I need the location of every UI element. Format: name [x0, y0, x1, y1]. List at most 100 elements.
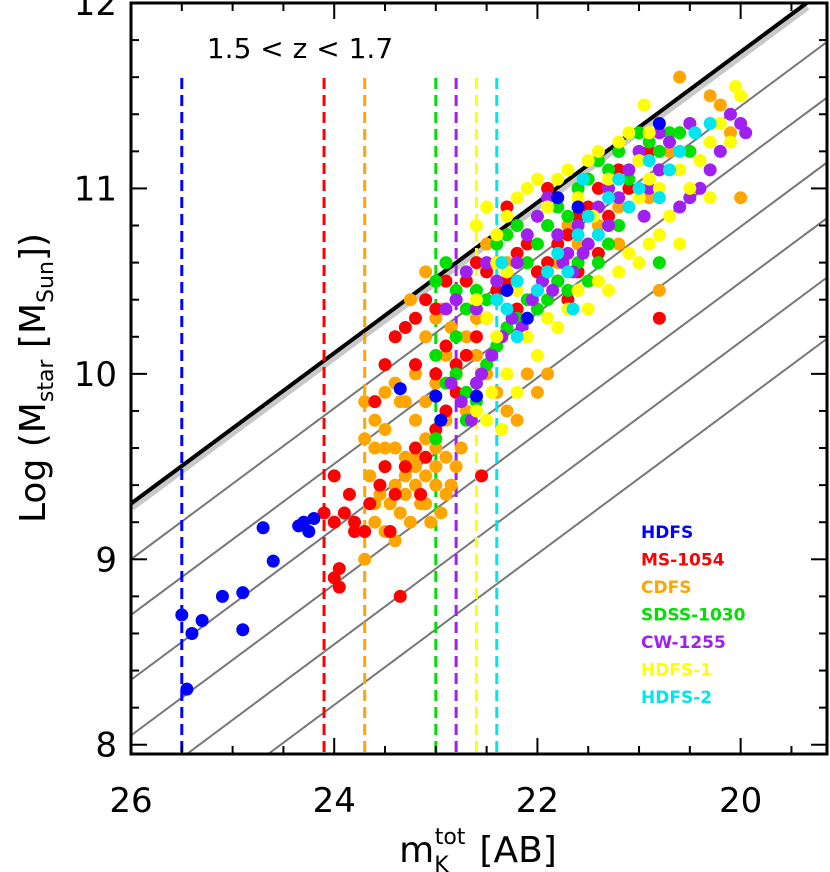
point-hdfs — [500, 283, 514, 297]
point-hdfs-1 — [632, 154, 646, 168]
point-hdfs-1 — [723, 135, 737, 149]
point-hdfs-1 — [729, 79, 743, 93]
y-tick-label: 8 — [95, 726, 117, 766]
point-cdfs — [358, 552, 372, 566]
point-sdss-1030 — [459, 302, 473, 316]
point-cdfs — [393, 506, 407, 520]
point-cdfs — [368, 413, 382, 427]
point-cdfs — [408, 460, 422, 474]
point-hdfs-2 — [551, 246, 565, 260]
point-cw-1255 — [541, 191, 555, 205]
point-ms-1054 — [342, 487, 356, 501]
point-ms-1054 — [317, 506, 331, 520]
point-cw-1255 — [713, 144, 727, 158]
y-axis-title-sub1: star — [34, 359, 59, 403]
point-sdss-1030 — [581, 274, 595, 288]
point-sdss-1030 — [652, 256, 666, 270]
point-cdfs — [673, 70, 687, 84]
point-hdfs-1 — [581, 154, 595, 168]
point-ms-1054 — [475, 469, 489, 483]
point-sdss-1030 — [622, 172, 636, 186]
point-hdfs-1 — [622, 126, 636, 140]
redshift-annotation: 1.5 < z < 1.7 — [207, 32, 393, 65]
point-hdfs-2 — [510, 330, 524, 344]
point-hdfs-1 — [642, 237, 656, 251]
point-sdss-1030 — [500, 228, 514, 242]
point-hdfs-1 — [571, 283, 585, 297]
point-cw-1255 — [652, 126, 666, 140]
max-ml-line-shadow — [131, 3, 810, 511]
point-sdss-1030 — [642, 135, 656, 149]
point-ms-1054 — [520, 237, 534, 251]
point-cw-1255 — [602, 219, 616, 233]
plot-frame — [129, 1, 829, 756]
point-hdfs-2 — [566, 302, 580, 316]
point-ms-1054 — [642, 144, 656, 158]
point-ms-1054 — [388, 487, 402, 501]
point-cw-1255 — [652, 163, 666, 177]
point-hdfs-2 — [541, 265, 555, 279]
point-ms-1054 — [368, 395, 382, 409]
point-ms-1054 — [500, 274, 514, 288]
x-axis-title: mKtot [AB] — [399, 825, 557, 872]
ml-reference-line-3 — [131, 161, 827, 681]
y-axis-title-sub2: Sun — [34, 261, 59, 303]
point-hdfs-1 — [469, 219, 483, 233]
point-hdfs-2 — [602, 191, 616, 205]
point-ms-1054 — [383, 524, 397, 538]
legend: HDFS MS-1054 CDFS SDSS-1030 CW-1255 HDFS-1 HDF… — [641, 523, 746, 708]
point-cdfs — [713, 98, 727, 112]
point-hdfs-2 — [612, 172, 626, 186]
point-hdfs — [307, 512, 321, 526]
point-cdfs — [429, 441, 443, 455]
point-hdfs — [551, 191, 565, 205]
point-cw-1255 — [490, 274, 504, 288]
point-cdfs — [439, 450, 453, 464]
point-ms-1054 — [348, 524, 362, 538]
point-cw-1255 — [739, 126, 753, 140]
point-sdss-1030 — [551, 200, 565, 214]
point-ms-1054 — [469, 330, 483, 344]
point-hdfs-1 — [551, 321, 565, 335]
point-cdfs — [703, 89, 717, 103]
point-hdfs-1 — [480, 311, 494, 325]
point-cdfs — [393, 395, 407, 409]
point-cw-1255 — [520, 228, 534, 242]
point-cdfs — [363, 469, 377, 483]
point-hdfs-2 — [581, 209, 595, 223]
point-hdfs-1 — [637, 98, 651, 112]
point-cw-1255 — [454, 395, 468, 409]
point-hdfs-1 — [490, 228, 504, 242]
point-ms-1054 — [500, 200, 514, 214]
point-cdfs — [403, 293, 417, 307]
point-ms-1054 — [373, 478, 387, 492]
point-cw-1255 — [469, 376, 483, 390]
point-hdfs — [266, 554, 280, 568]
point-ms-1054 — [378, 358, 392, 372]
point-cdfs — [378, 385, 392, 399]
point-cdfs — [429, 478, 443, 492]
point-hdfs-2 — [652, 191, 666, 205]
point-cdfs — [419, 330, 433, 344]
point-ms-1054 — [571, 209, 585, 223]
point-hdfs-1 — [571, 191, 585, 205]
point-hdfs-2 — [500, 302, 514, 316]
point-sdss-1030 — [541, 219, 555, 233]
point-hdfs — [652, 117, 666, 131]
point-cdfs — [541, 367, 555, 381]
point-ms-1054 — [337, 506, 351, 520]
point-ms-1054 — [378, 460, 392, 474]
point-cdfs — [561, 219, 575, 233]
x-tick-label: 20 — [719, 781, 762, 821]
point-ms-1054 — [414, 487, 428, 501]
point-hdfs — [236, 623, 250, 637]
x-tick-label: 22 — [516, 781, 559, 821]
point-cdfs — [642, 191, 656, 205]
y-axis-title-suffix: ]) — [13, 233, 54, 261]
y-tick-label: 10 — [74, 355, 117, 395]
point-cw-1255 — [546, 283, 560, 297]
point-hdfs-1 — [551, 172, 565, 186]
point-hdfs-1 — [495, 422, 509, 436]
point-cw-1255 — [703, 163, 717, 177]
point-cdfs — [469, 311, 483, 325]
